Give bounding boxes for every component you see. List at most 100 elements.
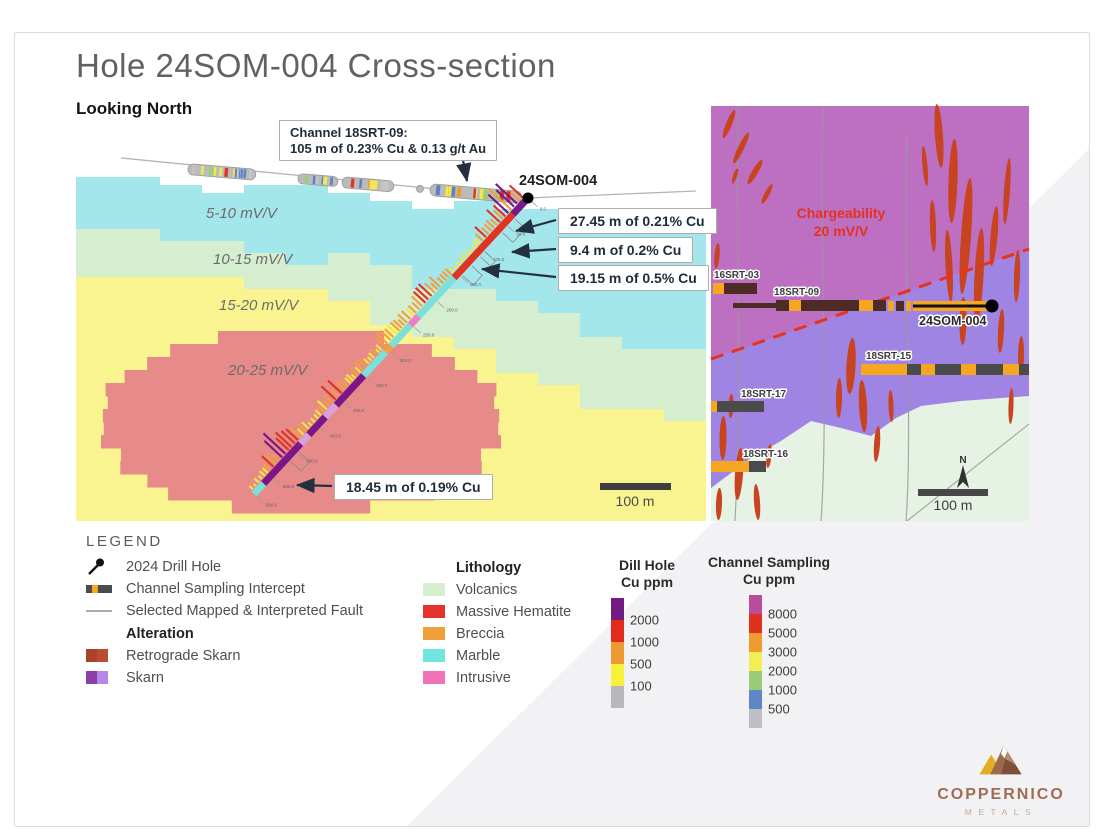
scale-segment <box>749 614 762 633</box>
svg-text:400.0: 400.0 <box>353 408 365 413</box>
depth-tick-labels: 0.050.0100.0150.0200.0250.0300.0350.0400… <box>257 200 547 507</box>
channel-sampling-scale: Channel Sampling Cu ppm 8000 5000 3000 2000… <box>701 554 837 728</box>
legend-row: Channel Sampling Intercept <box>86 579 363 598</box>
chargeability-zones <box>76 177 706 521</box>
label-18srt-17: 18SRT-17 <box>741 389 786 400</box>
scale-tick-label: 3000 <box>768 644 797 660</box>
legend-label: Skarn <box>126 669 164 686</box>
channel-scale-title-2: Cu ppm <box>742 571 796 587</box>
drill-hole-scale: Dill Hole Cu ppm 2000 1000 500 100 <box>599 557 695 708</box>
drill-hole-trace <box>251 195 531 497</box>
lithology-swatch <box>423 649 445 662</box>
channel-callout-title: Channel 18SRT-09: <box>290 125 408 140</box>
intercept-callout-3: 19.15 m of 0.5% Cu <box>558 265 709 291</box>
legend-label: Selected Mapped & Interpreted Fault <box>126 602 363 619</box>
zone-label-15-20: 15-20 mV/V <box>219 297 300 314</box>
zone-label-10-15: 10-15 mV/V <box>213 251 294 268</box>
legend-header: LEGEND <box>86 533 163 550</box>
map-chargeability-label-2: 20 mV/V <box>814 223 869 239</box>
surface-fault-line <box>120 157 697 199</box>
channel-callout: Channel 18SRT-09: 105 m of 0.23% Cu & 0.… <box>279 120 498 161</box>
lithology-swatch <box>423 627 445 640</box>
scale-segment <box>611 620 624 642</box>
legend-row: Selected Mapped & Interpreted Fault <box>86 601 363 620</box>
intercept-callout-2: 9.4 m of 0.2% Cu <box>558 237 694 263</box>
legend-row: Retrograde Skarn <box>86 646 363 665</box>
lithology-swatch <box>423 605 445 618</box>
svg-text:250.0: 250.0 <box>423 333 435 338</box>
orientation-label: Looking North <box>76 99 193 118</box>
legend-label: Massive Hematite <box>456 603 572 620</box>
label-24som-004: 24SOM-004 <box>919 314 986 328</box>
label-18srt-15: 18SRT-15 <box>866 351 911 362</box>
map-channel-bars <box>711 283 1029 472</box>
legend-label: Volcanics <box>456 581 518 598</box>
section-scale-bar <box>600 483 671 490</box>
scale-tick-label: 2000 <box>768 663 797 679</box>
scale-segment <box>611 598 624 620</box>
scale-segment <box>749 595 762 614</box>
svg-text:100.0: 100.0 <box>493 257 505 262</box>
north-arrow: N <box>957 455 969 488</box>
legend-label: Channel Sampling Intercept <box>126 580 305 597</box>
zone-label-5-10: 5-10 mV/V <box>206 205 279 222</box>
drill-collar-dot <box>522 192 534 204</box>
svg-text:550.0: 550.0 <box>283 484 295 489</box>
logo-mountain-icon <box>979 745 1022 775</box>
logo-brand-text: COPPERNICO <box>937 786 1065 803</box>
svg-text:150.0: 150.0 <box>470 282 482 287</box>
scale-segment <box>749 671 762 690</box>
map-drill-collar-dot <box>985 299 999 313</box>
legend-label: Marble <box>456 647 501 664</box>
intercept-callout-4: 18.45 m of 0.19% Cu <box>334 474 493 500</box>
scale-tick-label: 5000 <box>768 625 797 641</box>
label-16srt-03: 16SRT-03 <box>714 270 759 281</box>
map-dashed-fault <box>710 247 1030 361</box>
lithology-swatch <box>423 671 445 684</box>
legend-label: Retrograde Skarn <box>126 647 241 664</box>
legend-lithology-column: Lithology Volcanics Massive Hematite Brecci… <box>423 554 571 690</box>
alteration-header: Alteration <box>126 625 194 642</box>
legend-label: Breccia <box>456 625 505 642</box>
channel-scale-title-1: Channel Sampling <box>707 554 831 570</box>
map-hole-labels: 16SRT-03 18SRT-09 24SOM-004 18SRT-15 18S… <box>713 269 988 462</box>
cross-section-panel: 5-10 mV/V 10-15 mV/V 15-20 mV/V 20-25 mV… <box>76 157 706 521</box>
legend-row: Volcanics <box>423 580 571 599</box>
scale-segment <box>611 686 624 708</box>
svg-text:300.0: 300.0 <box>400 358 412 363</box>
scale-segment <box>611 642 624 664</box>
svg-text:200.0: 200.0 <box>446 307 458 312</box>
lithology-header: Lithology <box>456 559 522 576</box>
map-scale-label: 100 m <box>934 497 973 513</box>
label-18srt-16: 18SRT-16 <box>743 449 788 460</box>
channel-callout-value: 105 m of 0.23% Cu & 0.13 g/t Au <box>290 140 487 156</box>
page-title: Hole 24SOM-004 Cross-section <box>76 47 556 84</box>
scale-tick-label: 1000 <box>768 682 797 698</box>
svg-text:450.0: 450.0 <box>330 433 342 438</box>
section-scale-label: 100 m <box>616 493 655 509</box>
north-label: N <box>959 455 966 466</box>
legend-label: Intrusive <box>456 669 511 686</box>
coppernico-logo: COPPERNICO METALS <box>931 741 1071 817</box>
lithology-swatch <box>423 583 445 596</box>
callout-arrows <box>295 159 557 494</box>
scale-segment <box>749 690 762 709</box>
svg-text:500.0: 500.0 <box>306 459 318 464</box>
map-chargeability-label-1: Chargeability <box>797 205 886 221</box>
scale-tick-label: 1000 <box>630 634 659 650</box>
legend-symbols-column: 2024 Drill Hole Channel Sampling Intercep… <box>86 557 363 690</box>
svg-text:350.0: 350.0 <box>376 383 388 388</box>
scale-segment <box>611 664 624 686</box>
scale-segment <box>749 652 762 671</box>
scale-tick-label: 2000 <box>630 612 659 628</box>
svg-text:0.0: 0.0 <box>540 206 547 211</box>
map-scale-bar <box>918 489 988 496</box>
drill-scale-title-1: Dill Hole <box>618 557 675 573</box>
figure-card: Hole 24SOM-004 Cross-section Looking Nor… <box>14 32 1090 827</box>
scale-tick-label: 8000 <box>768 606 797 622</box>
scale-segment <box>749 709 762 728</box>
legend-row: Marble <box>423 646 571 665</box>
logo-sub-text: METALS <box>964 807 1038 817</box>
label-18srt-09: 18SRT-09 <box>774 287 819 298</box>
legend-row: Massive Hematite <box>423 602 571 621</box>
